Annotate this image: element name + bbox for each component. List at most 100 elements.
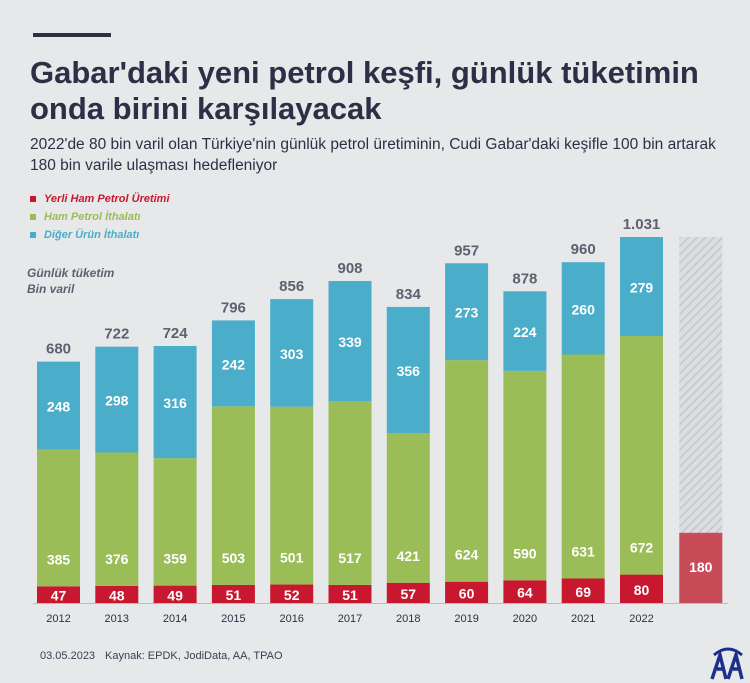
bar-segment [328, 584, 372, 603]
data-label: 316 [163, 395, 187, 411]
x-tick-label: 2020 [513, 613, 537, 625]
data-label: 376 [105, 551, 129, 567]
total-label: 722 [104, 326, 129, 343]
x-tick-label: 2022 [629, 613, 653, 625]
data-label: 224 [513, 324, 537, 340]
bar-segment [153, 585, 197, 603]
x-tick-label: 2015 [221, 613, 245, 625]
bar-segment [503, 370, 547, 581]
total-label: 957 [454, 242, 479, 259]
data-label: 60 [459, 585, 475, 601]
bar-segment [386, 433, 430, 583]
data-label: 356 [397, 363, 421, 379]
data-label: 80 [634, 582, 650, 598]
total-label: 680 [46, 341, 71, 358]
bar-segment [328, 401, 372, 585]
data-label: 69 [575, 584, 591, 600]
data-label: 672 [630, 540, 654, 556]
y-label-line1: Günlük tüketim [27, 266, 115, 280]
bar-segment [95, 452, 139, 586]
data-label: 260 [572, 301, 596, 317]
bar-segment [211, 320, 255, 407]
data-label: 273 [455, 305, 479, 321]
x-tick-label: 2016 [279, 613, 303, 625]
bar-segment [445, 581, 489, 603]
forecast-label: 180 [689, 559, 713, 575]
bar-segment [153, 458, 197, 586]
data-label: 421 [397, 548, 421, 564]
bar-segment [37, 586, 80, 603]
total-label: 1.031 [623, 216, 661, 233]
total-label: 796 [221, 299, 246, 316]
data-label: 57 [401, 586, 417, 602]
x-tick-label: 2014 [163, 613, 187, 625]
source: Kaynak: EPDK, JodiData, AA, TPAO [105, 650, 283, 662]
data-label: 47 [51, 588, 67, 604]
bar-segment [503, 580, 547, 603]
x-tick-label: 2021 [571, 613, 595, 625]
bar-segment [270, 406, 314, 585]
data-label: 339 [338, 334, 362, 350]
data-label: 503 [222, 550, 246, 566]
data-label: 48 [109, 587, 125, 603]
bar-segment [503, 291, 547, 371]
forecast-bar [679, 532, 723, 603]
total-label: 960 [571, 241, 596, 258]
legend: Yerli Ham Petrol Üretimi Ham Petrol İthal… [30, 190, 170, 244]
data-label: 49 [167, 587, 183, 603]
data-label: 624 [455, 547, 479, 563]
page-title: Gabar'daki yeni petrol keşfi, günlük tük… [30, 55, 699, 126]
bar-segment [561, 578, 605, 603]
bar-segment [445, 263, 489, 361]
data-label: 279 [630, 280, 654, 296]
bar-segment [211, 584, 255, 603]
legend-label: Yerli Ham Petrol Üretimi [44, 193, 170, 205]
bar-segment [270, 584, 314, 603]
aa-logo-icon [710, 647, 744, 680]
x-tick-label: 2013 [105, 613, 129, 625]
data-label: 298 [105, 393, 129, 409]
data-label: 248 [47, 399, 71, 415]
legend-swatch [30, 196, 36, 202]
total-label: 908 [337, 260, 362, 277]
top-rule [33, 33, 111, 37]
bar-segment [620, 236, 663, 337]
data-label: 51 [342, 587, 358, 603]
x-tick-label: 2018 [396, 613, 420, 625]
x-tick-label: 2012 [46, 613, 70, 625]
data-label: 242 [222, 356, 246, 372]
bar-segment [620, 336, 663, 575]
total-label: 856 [279, 278, 304, 295]
total-label: 878 [512, 270, 537, 287]
total-label: 724 [163, 325, 189, 342]
bar-segment [561, 262, 605, 355]
data-label: 385 [47, 551, 71, 567]
y-label-line2: Bin varil [27, 282, 75, 296]
data-label: 501 [280, 550, 304, 566]
bar-segment [445, 360, 489, 582]
legend-label: Diğer Ürün İthalatı [44, 229, 140, 241]
data-label: 303 [280, 346, 304, 362]
legend-item: Ham Petrol İthalatı [30, 208, 170, 226]
legend-item: Diğer Ürün İthalatı [30, 226, 170, 244]
bar-segment [270, 299, 314, 407]
data-label: 631 [572, 544, 596, 560]
bar-segment [153, 345, 197, 459]
data-label: 590 [513, 545, 537, 561]
bar-segment [620, 574, 663, 603]
data-label: 64 [517, 585, 533, 601]
total-label: 834 [396, 286, 422, 303]
data-label: 359 [163, 551, 187, 567]
bar-segment [211, 406, 255, 585]
bar-segment [95, 585, 139, 603]
bar-segment [37, 361, 80, 450]
subtitle: 2022'de 80 bin varil olan Türkiye'nin gü… [30, 136, 716, 174]
bar-segment [37, 449, 80, 587]
bar-segment [95, 346, 139, 453]
legend-swatch [30, 232, 36, 238]
legend-swatch [30, 214, 36, 220]
x-tick-label: 2019 [454, 613, 478, 625]
date: 03.05.2023 [40, 650, 96, 662]
data-label: 517 [338, 550, 362, 566]
